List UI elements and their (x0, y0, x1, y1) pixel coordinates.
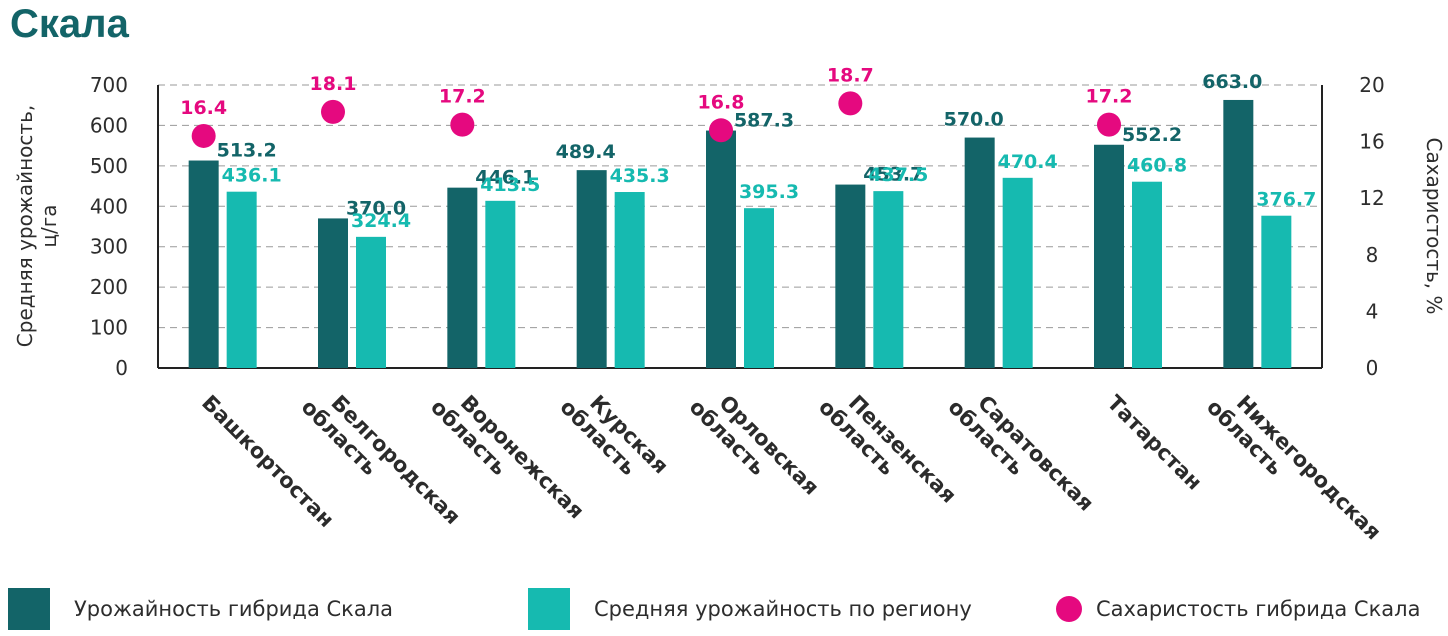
bar-regional (873, 191, 904, 368)
chart: 0 100 200 300 400 500 600 700 0 4 8 12 16 20 Средняя у… (13, 64, 1446, 562)
data-label-regional: 436.1 (222, 165, 282, 187)
y-tick-label: 500 (90, 154, 128, 178)
y-tick-label: 700 (90, 73, 128, 97)
legend-item-regional: Средняя урожайность по региону (528, 586, 972, 632)
y2-tick-label: 20 (1359, 73, 1384, 97)
bar-hybrid (1094, 144, 1124, 368)
data-label-regional: 470.4 (998, 151, 1058, 173)
bar-regional (1132, 181, 1162, 368)
y-tick-label: 200 (90, 275, 128, 299)
data-label-hybrid: 446.1 (475, 167, 535, 189)
legend-label-regional: Средняя урожайность по региону (594, 597, 972, 621)
y2-tick-label: 8 (1366, 243, 1379, 267)
bar-hybrid (1223, 99, 1254, 369)
y-axis-title-line: ц/га (37, 204, 61, 247)
bar-hybrid (188, 160, 219, 368)
data-label-hybrid: 570.0 (944, 109, 1004, 131)
bar-regional (614, 192, 645, 368)
x-tick-label: Татарстан (1102, 391, 1206, 495)
legend-swatch-regional (528, 588, 570, 630)
x-tick-label: Пензенскаяобласть (814, 378, 961, 525)
y-axis-title: Средняя урожайность,ц/га (13, 105, 61, 347)
x-tick-label: Нижегородскаяобласть (1202, 378, 1386, 562)
y-tick-label: 0 (115, 356, 128, 380)
bar-hybrid (964, 137, 995, 368)
dot-sugar (838, 91, 863, 116)
chart-title: Скала (10, 2, 129, 46)
y-tick-label: 100 (90, 316, 128, 340)
y-tick-label: 300 (90, 235, 128, 259)
data-label-hybrid: 663.0 (1202, 71, 1262, 93)
y-axis-title-line: Средняя урожайность, (13, 105, 37, 347)
bar-regional (485, 200, 516, 368)
dot-sugar (321, 99, 345, 124)
data-label-regional: 395.3 (739, 181, 799, 203)
dot-sugar (191, 123, 216, 148)
y-tick-label: 400 (90, 194, 128, 218)
dot-sugar (450, 112, 475, 137)
data-label-sugar: 16.8 (698, 91, 745, 113)
bar-hybrid (706, 130, 736, 368)
y2-tick-label: 0 (1366, 356, 1379, 380)
y2-tick-label: 4 (1366, 299, 1379, 323)
data-label-hybrid: 370.0 (346, 197, 406, 219)
bar-hybrid (576, 170, 607, 368)
data-label-regional: 460.8 (1127, 155, 1187, 177)
bar-regional (356, 236, 386, 368)
y2-tick-label: 12 (1359, 186, 1384, 210)
data-label-regional: 376.7 (1256, 189, 1316, 211)
y2-tick-label: 16 (1359, 130, 1384, 154)
data-label-regional: 413.5 (480, 174, 540, 196)
x-tick-label: Курскаяобласть (555, 378, 673, 496)
bar-regional (1261, 215, 1292, 368)
x-tick-label-line: Нижегородская (1232, 391, 1386, 545)
dot-sugar (1097, 112, 1121, 137)
x-tick-label-line: Татарстан (1102, 391, 1206, 495)
bar-hybrid (447, 187, 478, 368)
data-label-hybrid: 453.7 (863, 164, 923, 186)
bar-regional (226, 191, 257, 368)
y-tick-label: 600 (90, 113, 128, 137)
data-label-regional: 435.3 (610, 165, 670, 187)
legend-dot-sugar (1056, 596, 1082, 622)
legend-item-hybrid: Урожайность гибрида Скала (8, 586, 393, 632)
bar-regional (1002, 177, 1033, 368)
data-label-sugar: 18.1 (310, 73, 357, 95)
x-tick-label: Орловскаяобласть (685, 378, 824, 517)
y2-axis-title: Сахаристость, % (1422, 137, 1446, 314)
legend-label-sugar: Сахаристость гибрида Скала (1096, 597, 1421, 621)
bar-regional (744, 208, 774, 368)
legend-item-sugar: Сахаристость гибрида Скала (1046, 586, 1420, 632)
data-label-sugar: 17.2 (439, 86, 486, 108)
x-tick-label: Саратовскаяобласть (943, 378, 1098, 533)
bar-hybrid (835, 184, 866, 368)
legend-label-hybrid: Урожайность гибрида Скала (74, 597, 393, 621)
data-label-regional: 437.5 (868, 164, 928, 186)
data-label-sugar: 17.2 (1086, 86, 1133, 108)
data-label-hybrid: 552.2 (1122, 124, 1182, 146)
bar-hybrid (318, 218, 348, 368)
data-label-sugar: 18.7 (827, 64, 874, 86)
data-label-hybrid: 513.2 (217, 140, 277, 162)
legend-swatch-hybrid (8, 588, 50, 630)
legend: Урожайность гибрида Скала Средняя урожай… (0, 586, 1448, 632)
dot-sugar (709, 118, 733, 143)
data-label-hybrid: 587.3 (734, 110, 794, 132)
data-label-regional: 324.4 (351, 210, 411, 232)
data-label-hybrid: 489.4 (556, 141, 616, 163)
data-label-sugar: 16.4 (180, 97, 227, 119)
